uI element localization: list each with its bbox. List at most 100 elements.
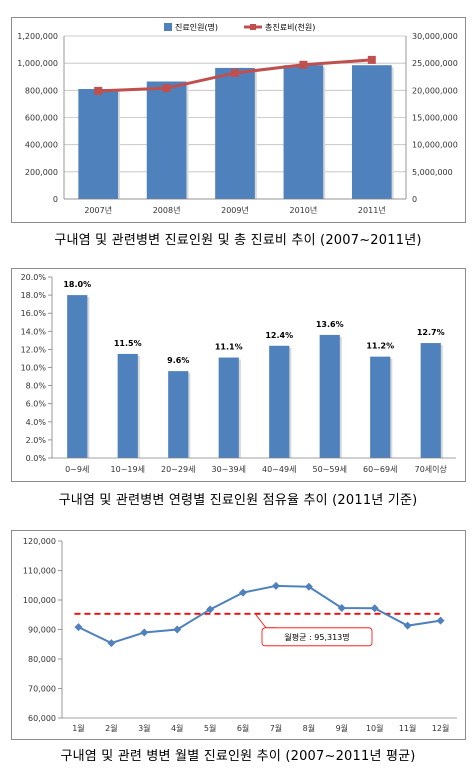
y-tick-label: 60,000 [28, 714, 56, 723]
y-tick-label: 1,200,000 [17, 32, 58, 41]
y-tick-label: 110,000 [23, 567, 56, 576]
y-tick-label: 16.0% [21, 309, 47, 318]
caption-patients-costs: 구내염 및 관련병변 진료인원 및 총 진료비 추이 (2007~2011년) [54, 233, 422, 248]
bar [319, 334, 340, 458]
line-marker [304, 582, 313, 591]
data-label: 11.5% [114, 339, 142, 348]
annotation-box [261, 627, 373, 647]
line-marker [74, 623, 83, 632]
line-marker [299, 60, 308, 69]
bar [351, 65, 392, 199]
y2-tick-label: 30,000,000 [412, 32, 458, 41]
y-tick-label: 100,000 [23, 596, 56, 605]
x-tick-label: 7월 [270, 723, 282, 733]
line-marker [337, 603, 346, 612]
chart-panel-age-share: 0.0% 2.0% 4.0% 6.0% 8.0% 10.0% 12.0% 14.0% 16.0%… [11, 268, 466, 482]
series-line-monthly [78, 584, 441, 645]
y2-tick-label: 20,000,000 [412, 86, 458, 95]
bar [146, 81, 187, 199]
y-tick-label: 10.0% [21, 364, 47, 373]
y2-tick-label: 0 [412, 195, 417, 204]
data-label: 9.6% [167, 356, 189, 365]
y-tick-label: 18.0% [21, 291, 47, 300]
bar [218, 357, 239, 458]
data-label: 11.1% [215, 343, 243, 352]
x-tick-label: 5월 [204, 723, 216, 733]
x-tick-label: 2009년 [221, 205, 249, 215]
y-tick-label: 4.0% [26, 418, 47, 427]
line-marker [239, 588, 248, 597]
y-tick-label: 800,000 [25, 86, 58, 95]
x-tick-label: 1월 [72, 723, 84, 733]
y-tick-label: 14.0% [21, 327, 47, 336]
x-tick-label: 2월 [105, 723, 117, 733]
line-marker [94, 86, 103, 95]
x-tick-label: 10~19세 [111, 465, 145, 474]
legend-label-patients: 진료인원(명) [175, 22, 218, 32]
line-marker [403, 621, 412, 630]
x-tick-label: 8월 [303, 723, 315, 733]
x-tick-label: 30~39세 [212, 465, 246, 474]
x-tick-label: 70세이상 [415, 464, 448, 474]
bar [168, 371, 189, 458]
y-tick-label: 0.0% [26, 454, 47, 463]
bar [283, 65, 324, 199]
patients-costs-chart: 0 200,000 400,000 600,000 800,000 1,000,000 1,… [17, 22, 458, 215]
line-marker [206, 605, 215, 614]
data-label: 18.0% [63, 280, 91, 289]
line-marker [436, 616, 445, 625]
x-tick-label: 2007년 [84, 205, 112, 215]
data-label: 12.7% [417, 328, 445, 337]
legend-swatch-patients [164, 23, 172, 31]
age-share-chart: 0.0% 2.0% 4.0% 6.0% 8.0% 10.0% 12.0% 14.0% 16.0%… [21, 273, 456, 474]
x-tick-label: 3월 [138, 723, 150, 733]
caption-monthly: 구내염 및 관련 병변 월별 진료인원 추이 (2007~2011년 평균) [60, 749, 416, 764]
line-marker [271, 581, 280, 590]
bar [370, 356, 391, 458]
x-tick-label: 40~49세 [262, 465, 296, 474]
line-marker [370, 604, 379, 613]
x-tick-label: 20~29세 [161, 465, 195, 474]
x-tick-label: 2011년 [358, 205, 386, 215]
y-tick-label: 400,000 [25, 141, 58, 150]
y2-tick-label: 15,000,000 [412, 114, 458, 123]
line-marker [107, 639, 116, 648]
y-tick-label: 90,000 [28, 626, 56, 635]
x-tick-label: 10월 [366, 723, 384, 733]
x-tick-label: 60~69세 [363, 465, 397, 474]
y-tick-label: 600,000 [25, 114, 58, 123]
line-marker [231, 68, 239, 77]
x-tick-label: 2010년 [290, 205, 318, 215]
x-tick-label: 12월 [432, 723, 450, 733]
y-tick-label: 20.0% [21, 273, 47, 282]
x-tick-label: 4월 [171, 723, 183, 733]
data-label: 11.2% [366, 342, 394, 351]
x-tick-label: 0~9세 [65, 465, 89, 474]
bar [420, 343, 441, 458]
line-marker [162, 84, 171, 93]
annotation-label: 월평균 : 95,313명 [284, 632, 349, 642]
y-tick-label: 200,000 [25, 168, 58, 177]
x-tick-label: 9월 [336, 723, 348, 733]
y-tick-label: 2.0% [26, 436, 47, 445]
y2-tick-label: 10,000,000 [412, 141, 458, 150]
x-tick-label: 50~59세 [313, 465, 347, 474]
y-tick-label: 0 [53, 195, 58, 204]
x-tick-label: 2008년 [153, 205, 181, 215]
legend-marker-costs [250, 24, 256, 30]
y-tick-label: 1,000,000 [17, 59, 58, 68]
annotation-pointer [255, 614, 276, 629]
bar [67, 295, 88, 458]
y-tick-label: 120,000 [23, 537, 56, 546]
x-tick-label: 11월 [399, 723, 417, 733]
y2-tick-label: 25,000,000 [412, 59, 458, 68]
bar [78, 88, 119, 199]
y-tick-label: 80,000 [28, 655, 56, 664]
line-marker [173, 625, 182, 634]
bar [269, 345, 290, 458]
y2-tick-label: 5,000,000 [412, 168, 453, 177]
line-marker [140, 628, 149, 637]
y-tick-label: 6.0% [26, 400, 47, 409]
bar [215, 67, 255, 199]
monthly-patients-chart: 60,000 70,000 80,000 90,000 100,000 110,000 12… [23, 537, 457, 733]
